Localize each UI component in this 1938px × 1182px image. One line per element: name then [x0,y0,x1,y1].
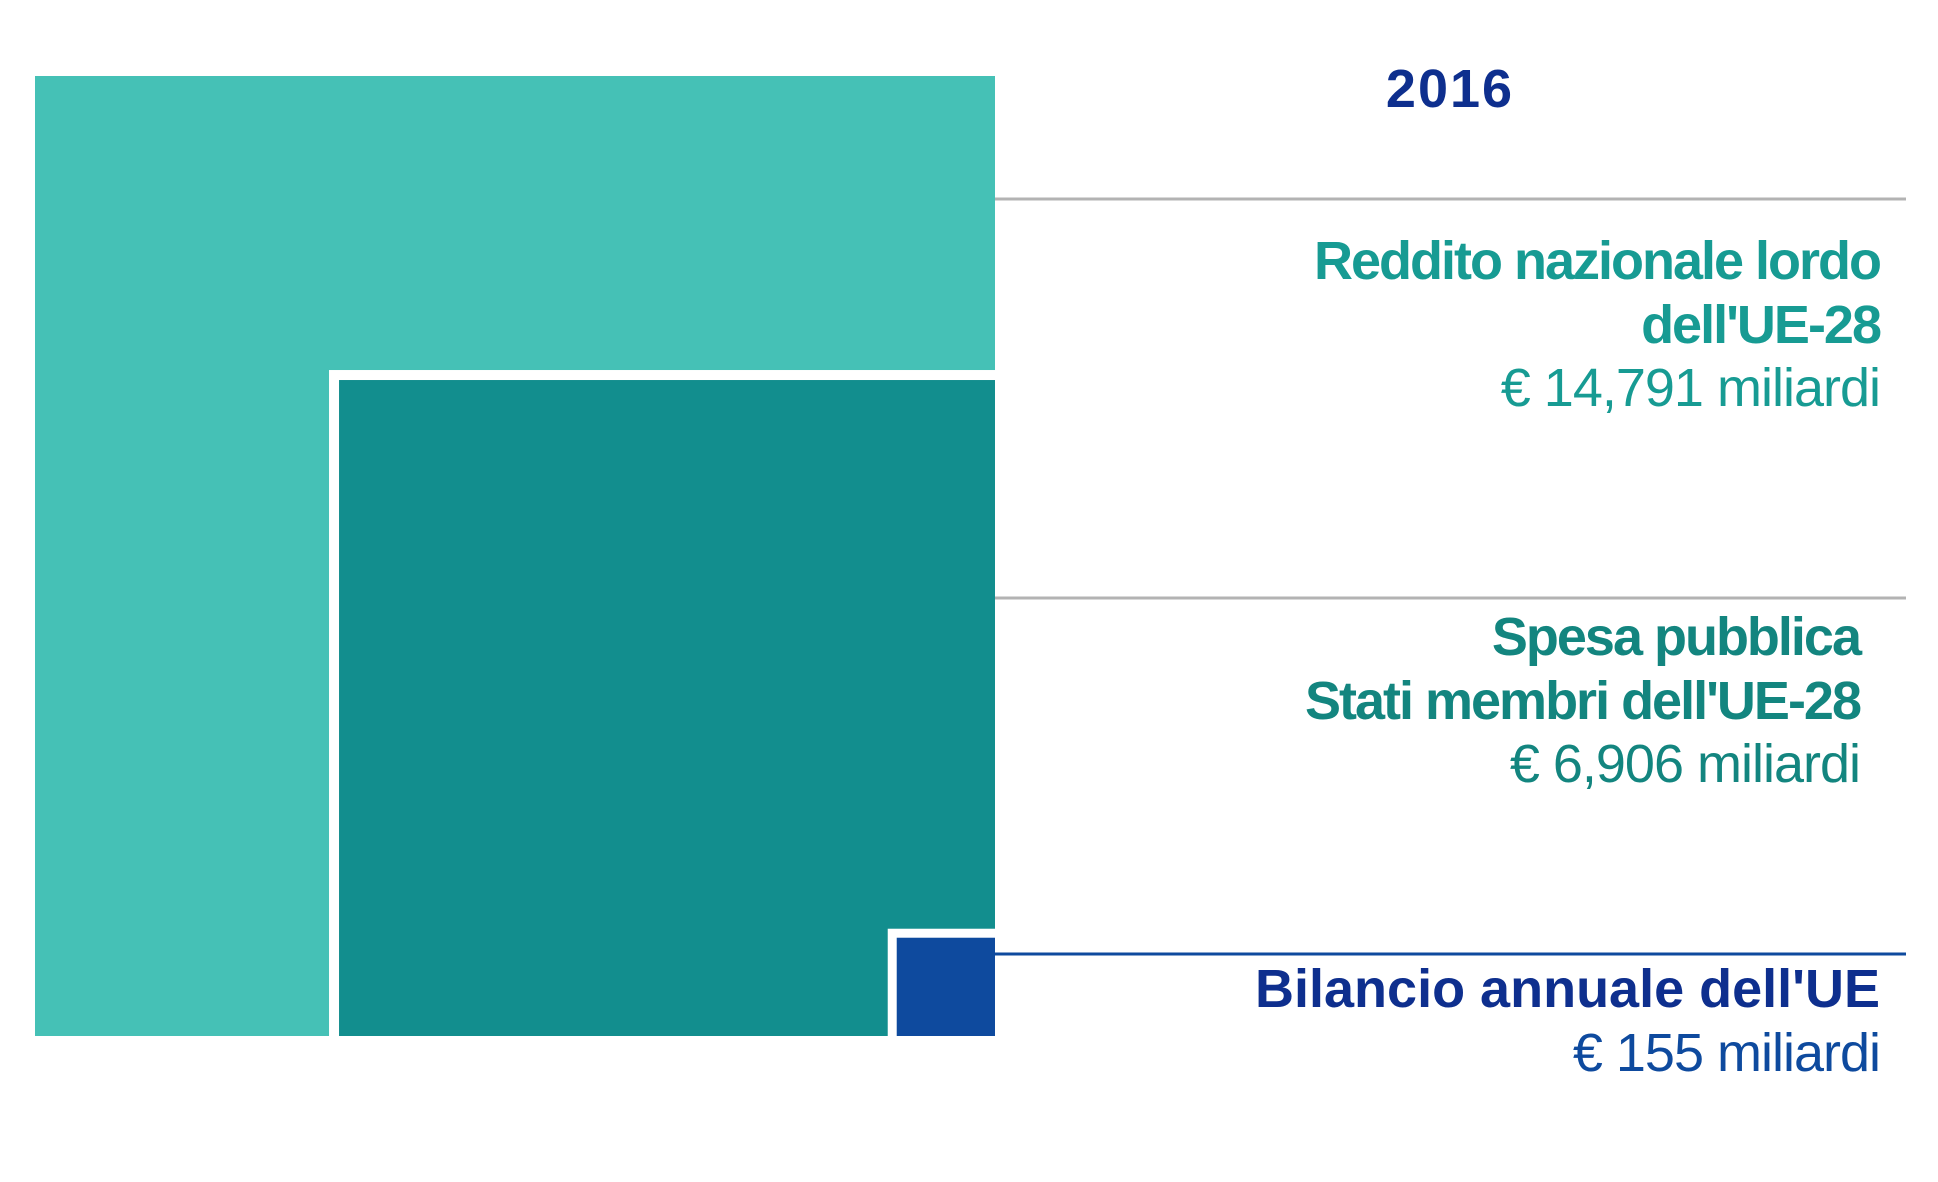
budget-label: Bilancio annuale dell'UE € 155 miliardi [1255,958,1881,1085]
budget-title: Bilancio annuale dell'UE [1255,959,1880,1019]
separators-group [995,197,1906,956]
gni-title-line-2: dell'UE-28 [1641,294,1882,355]
budget-value: € 155 miliardi [1572,1022,1881,1083]
year-label: 2016 [1385,59,1515,119]
budget-square [896,937,995,1036]
spending-label: Spesa pubblica Stati membri dell'UE-28 €… [1304,606,1862,797]
gni-title-line-1: Reddito nazionale lordo [1313,231,1882,291]
spending-title-line-1: Spesa pubblica [1491,607,1862,667]
spending-value: € 6,906 miliardi [1509,734,1861,795]
gni-label: Reddito nazionale lordo dell'UE-28 € 14,… [1313,230,1882,421]
squares-group [35,76,995,1036]
gni-value: € 14,791 miliardi [1500,358,1881,419]
spending-title-line-2: Stati membri dell'UE-28 [1304,670,1862,731]
spending-square [339,380,995,1036]
